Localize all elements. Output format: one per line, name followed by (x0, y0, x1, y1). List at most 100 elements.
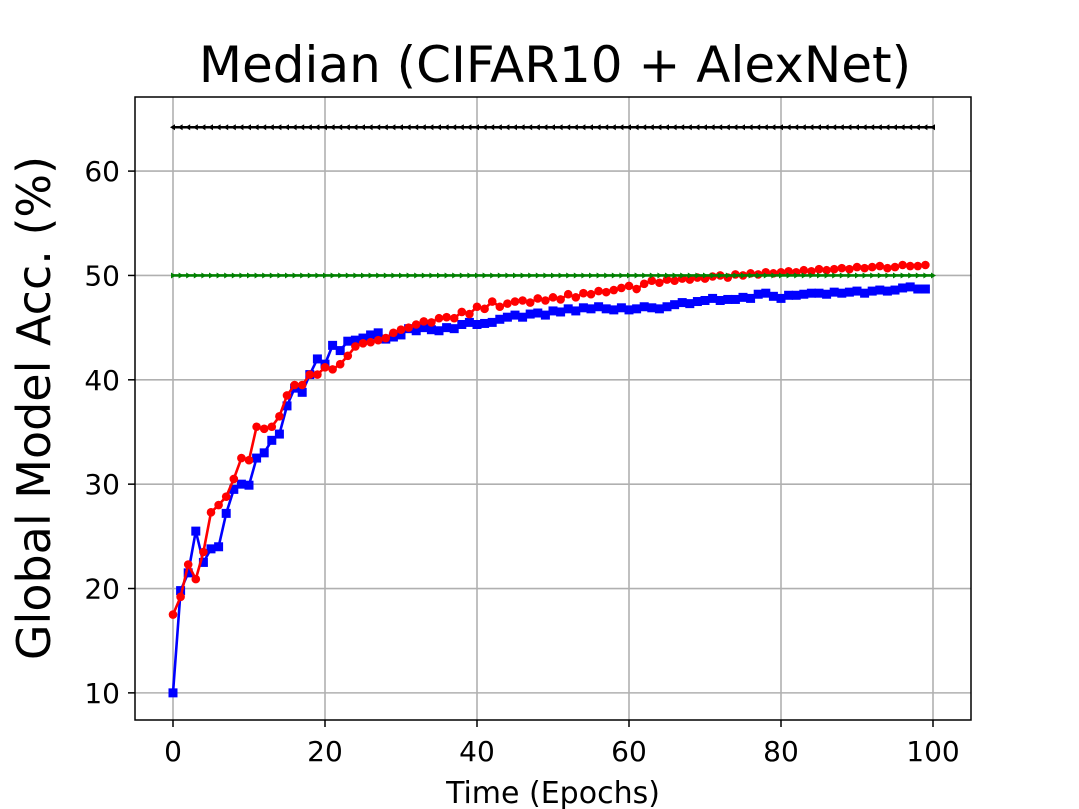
data-point (626, 124, 631, 131)
data-point (504, 124, 510, 131)
data-point (420, 124, 426, 131)
data-point (495, 314, 505, 324)
data-point (733, 272, 739, 279)
data-point (558, 272, 564, 279)
data-point (466, 124, 472, 131)
data-point (315, 272, 321, 279)
data-point (322, 124, 327, 131)
data-point (503, 299, 512, 308)
data-point (639, 279, 649, 289)
data-point (852, 262, 862, 272)
data-point (518, 296, 527, 305)
data-point (601, 304, 611, 314)
data-point (442, 323, 452, 333)
data-point (510, 310, 520, 320)
data-point (352, 124, 358, 131)
data-point (178, 272, 184, 279)
data-point (489, 124, 495, 131)
data-point (563, 289, 573, 299)
data-point (208, 124, 213, 131)
data-point (641, 124, 647, 131)
data-point (229, 474, 239, 484)
data-point (829, 264, 839, 274)
data-point (353, 272, 359, 279)
data-point (542, 124, 548, 131)
data-point (247, 272, 252, 279)
data-point (785, 124, 791, 131)
data-point (525, 298, 535, 307)
data-point (510, 297, 520, 306)
data-point (715, 295, 725, 305)
y-tick-label: 60 (84, 155, 120, 188)
data-point (396, 325, 406, 335)
data-point (677, 298, 687, 308)
data-point (344, 124, 350, 131)
data-point (746, 293, 756, 303)
data-point (633, 124, 639, 131)
data-point (609, 285, 619, 295)
data-point (824, 272, 830, 279)
data-point (860, 288, 870, 298)
series-0 (168, 282, 930, 698)
data-point (350, 335, 360, 345)
data-point (854, 124, 859, 131)
data-point (800, 124, 806, 131)
data-point (855, 272, 860, 279)
x-tick-label: 100 (906, 735, 959, 768)
data-point (533, 308, 543, 318)
data-point (443, 124, 449, 131)
data-point (647, 303, 657, 313)
data-point (814, 264, 824, 274)
data-point (829, 287, 839, 297)
data-point (839, 272, 845, 279)
data-point (383, 272, 389, 279)
data-point (770, 124, 776, 131)
data-point (229, 484, 239, 494)
data-point (335, 346, 345, 356)
data-point (847, 272, 853, 279)
data-point (459, 272, 465, 279)
data-point (358, 338, 368, 348)
data-point (578, 303, 588, 313)
data-point (267, 422, 277, 432)
data-point (680, 272, 686, 279)
data-point (648, 124, 654, 131)
data-point (224, 272, 230, 279)
data-point (776, 293, 786, 303)
data-point (662, 302, 672, 312)
data-point (428, 124, 434, 131)
data-point (665, 272, 670, 279)
data-point (557, 124, 563, 131)
data-point (723, 294, 733, 304)
data-point (852, 286, 862, 296)
y-tick-label: 40 (84, 364, 120, 397)
data-point (550, 124, 555, 131)
data-point (890, 262, 900, 272)
data-point (481, 124, 487, 131)
data-point (671, 124, 677, 131)
data-point (702, 124, 707, 131)
data-point (589, 272, 594, 279)
data-point (799, 265, 809, 275)
data-point (877, 272, 883, 279)
data-point (193, 272, 199, 279)
data-point (274, 429, 284, 439)
data-point (616, 303, 626, 313)
data-point (437, 272, 442, 279)
data-point (426, 325, 436, 335)
data-point (884, 124, 890, 131)
data-point (389, 328, 398, 338)
data-point (649, 272, 655, 279)
data-point (556, 307, 566, 317)
data-point (875, 285, 885, 295)
data-point (771, 272, 777, 279)
data-point (429, 272, 435, 279)
data-point (639, 302, 649, 312)
data-point (345, 272, 351, 279)
data-point (292, 272, 298, 279)
data-point (328, 365, 337, 374)
data-point (199, 547, 208, 557)
data-point (807, 266, 816, 276)
data-point (168, 688, 178, 698)
data-point (239, 272, 245, 279)
